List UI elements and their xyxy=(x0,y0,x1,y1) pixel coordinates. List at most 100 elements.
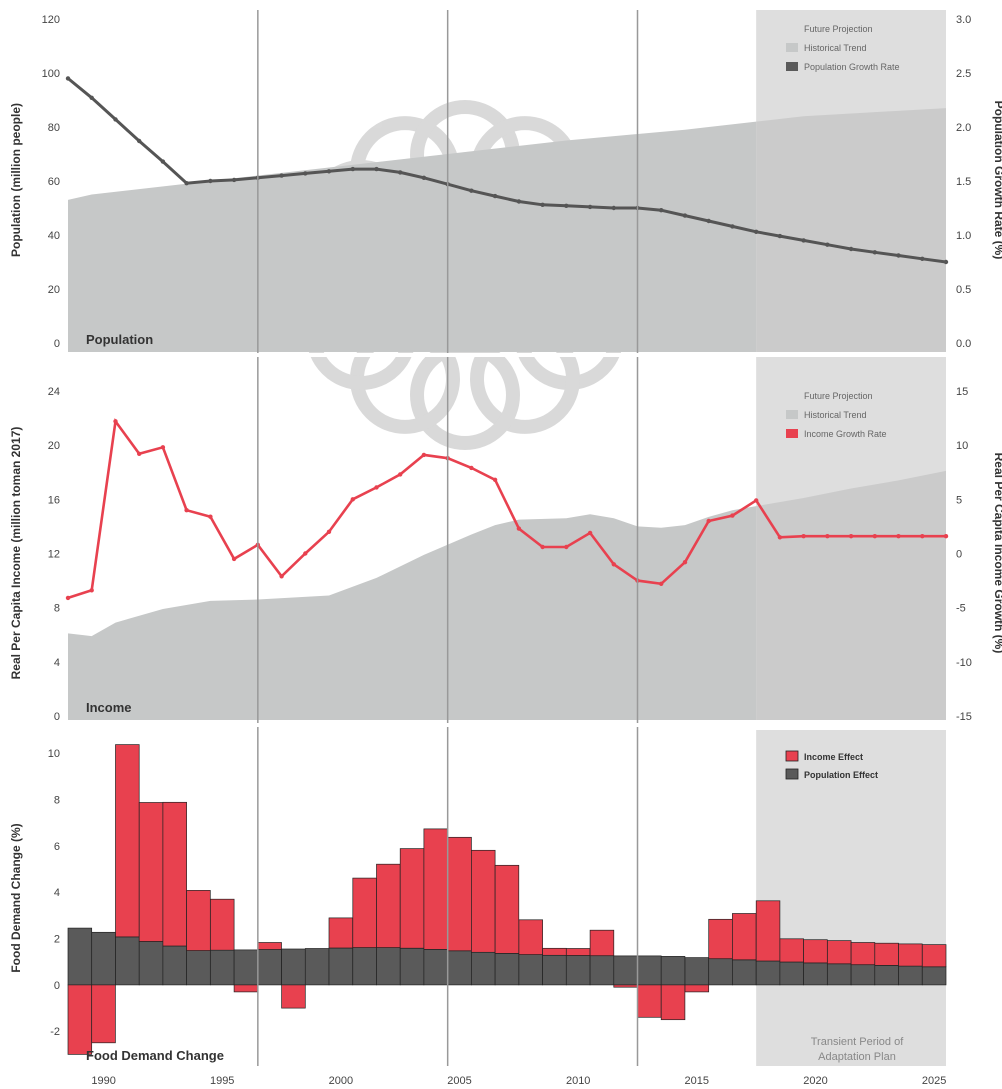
income-effect-bar xyxy=(589,929,615,957)
legend-label-historical: Historical Trend xyxy=(804,43,867,53)
x-tick-label: 2000 xyxy=(329,1075,353,1087)
population-growth-point xyxy=(516,199,522,204)
population-growth-point xyxy=(421,175,427,180)
income-effect-bar xyxy=(803,939,828,964)
income-effect-bar xyxy=(542,947,567,956)
legend-label-population-effect: Population Effect xyxy=(804,770,878,780)
income-effect-bar xyxy=(708,918,733,960)
legend-label-future: Future Projection xyxy=(804,391,873,401)
income-growth-point xyxy=(374,485,379,490)
income-growth-point xyxy=(160,445,166,450)
income-effect-bar xyxy=(684,984,710,993)
y-tick-label: 120 xyxy=(42,14,60,26)
population-growth-point xyxy=(326,169,332,174)
population-effect-bar xyxy=(660,956,686,986)
income-effect-bar xyxy=(471,849,496,953)
income-right-axis-title: Real Per Capita Income Growth (%) xyxy=(992,453,1002,654)
income-effect-bar xyxy=(660,984,686,1021)
population-effect-bar xyxy=(328,947,354,986)
population-left-axis-title: Population (million people) xyxy=(9,103,23,257)
population-effect-bar xyxy=(921,966,947,986)
income-growth-point xyxy=(659,581,664,586)
food-demand-legend: Income Effect Population Effect xyxy=(785,750,878,780)
income-growth-point xyxy=(754,498,759,503)
income-effect-bar xyxy=(732,913,757,961)
income-growth-point xyxy=(326,529,332,534)
income-growth-point xyxy=(943,534,949,539)
income-growth-point xyxy=(682,560,688,565)
income-effect-bar xyxy=(186,890,211,951)
income-effect-bar xyxy=(210,898,235,951)
food-demand-axis-title: Food Demand Change (%) xyxy=(9,823,23,972)
population-growth-point xyxy=(540,202,545,207)
population-effect-bar xyxy=(281,948,306,986)
population-growth-point xyxy=(659,208,664,213)
population-effect-bar xyxy=(233,949,259,986)
transient-period-label-line2: Adaptation Plan xyxy=(818,1051,896,1063)
y-tick-label: 10 xyxy=(48,748,60,760)
income-effect-bar xyxy=(494,864,520,954)
population-effect-bar xyxy=(684,957,710,986)
x-tick-label: 1995 xyxy=(210,1075,234,1087)
x-tick-label: 2020 xyxy=(803,1075,827,1087)
y-tick-label: 0 xyxy=(54,338,60,350)
income-growth-point xyxy=(564,544,569,550)
income-legend: Future Projection Historical Trend Incom… xyxy=(786,391,887,439)
income-effect-bar xyxy=(115,744,140,938)
income-growth-point xyxy=(421,452,427,458)
population-growth-point xyxy=(848,246,854,252)
y-tick-label: 12 xyxy=(48,549,60,561)
population-growth-point xyxy=(303,171,308,176)
population-effect-bar xyxy=(376,947,401,986)
population-effect-bar xyxy=(755,960,781,986)
legend-swatch-historical xyxy=(786,43,798,52)
income-growth-point xyxy=(89,588,94,593)
y2-tick-label: 2.0 xyxy=(956,122,971,134)
y-tick-label: 0 xyxy=(54,980,60,992)
y-tick-label: 20 xyxy=(48,284,60,296)
income-panel-label: Income xyxy=(86,700,132,715)
income-growth-point xyxy=(137,451,142,456)
population-effect-bar xyxy=(352,947,377,986)
population-growth-point xyxy=(184,181,189,186)
population-growth-point xyxy=(137,138,142,144)
population-effect-bar xyxy=(399,947,425,986)
y-tick-label: -2 xyxy=(50,1026,60,1038)
y-tick-label: 8 xyxy=(54,603,60,615)
y2-tick-label: 15 xyxy=(956,386,968,398)
x-tick-label: 2025 xyxy=(922,1075,946,1087)
population-growth-point xyxy=(611,205,616,211)
income-growth-point xyxy=(896,534,901,539)
y-tick-label: 20 xyxy=(48,440,60,452)
population-growth-point xyxy=(279,173,284,178)
income-growth-point xyxy=(350,497,355,502)
x-tick-label: 1990 xyxy=(91,1075,115,1087)
y-tick-label: 0 xyxy=(54,711,60,723)
population-effect-bar xyxy=(447,950,472,986)
y-tick-label: 24 xyxy=(48,386,60,398)
income-growth-point xyxy=(492,477,498,482)
income-growth-point xyxy=(184,508,189,513)
population-growth-point xyxy=(587,204,593,210)
y2-tick-label: 0.5 xyxy=(956,284,971,296)
population-effect-bar xyxy=(138,941,164,986)
population-growth-point xyxy=(492,193,498,199)
legend-label-income-effect: Income Effect xyxy=(804,752,863,762)
population-effect-bar xyxy=(67,927,93,986)
income-growth-point xyxy=(469,465,474,471)
income-growth-point xyxy=(231,556,237,562)
income-effect-bar xyxy=(352,877,377,948)
population-growth-point xyxy=(920,256,925,261)
legend-label-future: Future Projection xyxy=(804,24,873,34)
y2-tick-label: 2.5 xyxy=(956,68,971,80)
y-tick-label: 40 xyxy=(48,230,60,242)
population-effect-bar xyxy=(115,936,140,986)
population-growth-point xyxy=(943,259,949,265)
income-effect-bar xyxy=(779,938,804,963)
population-growth-point xyxy=(564,203,569,208)
income-effect-bar xyxy=(447,836,472,952)
population-growth-line xyxy=(67,77,947,264)
income-growth-point xyxy=(825,534,830,539)
income-effect-bar xyxy=(233,984,259,993)
